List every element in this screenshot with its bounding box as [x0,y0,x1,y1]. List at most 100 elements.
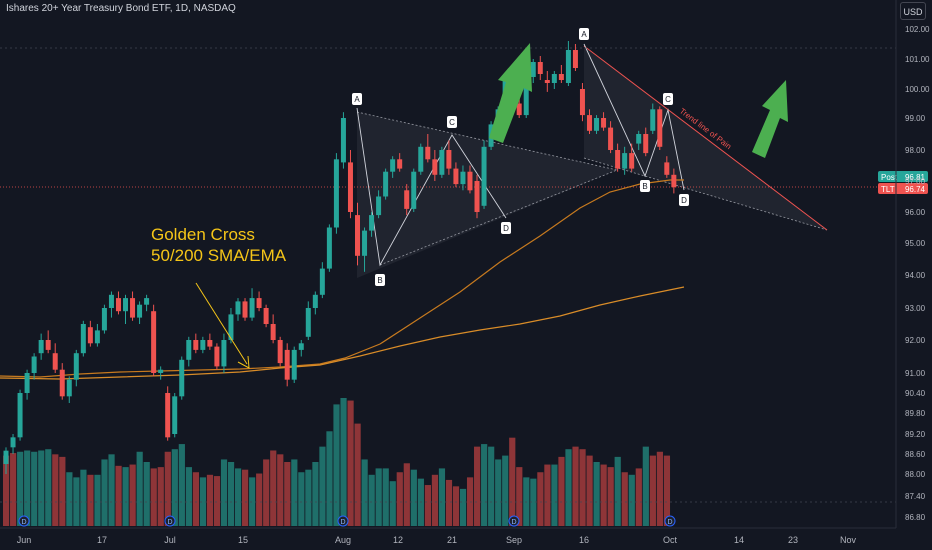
candle-body [411,171,417,209]
volume-bar [227,462,235,526]
trend-line-of-pain [583,45,828,231]
candle-body [214,346,220,367]
dividend-marker [18,515,30,527]
wave-label-box [501,222,511,234]
candle-body [530,62,536,77]
volume-bar [213,476,221,526]
volume-bar [663,455,671,526]
candle-body [537,62,543,74]
candle-body [418,146,424,172]
candle-body [101,308,107,331]
wave-label: A [581,30,587,39]
dividend-marker-letter: D [667,519,672,526]
candle-body [38,340,44,354]
golden-cross-line2: 50/200 SMA/EMA [151,246,287,265]
candle-body [144,298,150,305]
wave-label-box [640,180,650,192]
dividend-marker [508,515,520,527]
wave-label: C [665,95,671,104]
volume-bar [481,444,488,526]
candle-body [94,330,100,344]
candle-body [629,153,635,169]
candle-body [115,298,121,312]
candle-body [558,74,564,80]
triangle-1-lower-edge [379,169,618,266]
wave-label-box [679,194,689,206]
candle-body [305,308,311,337]
volume-bar [488,446,495,526]
dividend-marker-letter: D [340,519,345,526]
time-tick-label: 15 [238,535,248,545]
candle-body [544,80,550,83]
candle-body [333,159,339,228]
volume-bar [178,444,185,526]
candle-body [326,227,332,269]
volume-bar [108,454,115,526]
candle-body [608,127,614,150]
candle-body [551,74,557,83]
volume-bar [572,446,579,526]
symbol-label: TLT [881,185,895,194]
candle-body [572,50,578,68]
candle-body [31,356,37,373]
candle-body [355,215,360,256]
volume-bar [389,481,396,526]
wave-label-box [663,93,673,105]
volume-bar [256,473,263,526]
volume-bar [185,467,192,526]
volume-bar [87,474,94,526]
volume-bar [263,459,270,526]
volume-bar [396,472,403,526]
candle-body [24,373,30,393]
wave-label: C [449,118,455,127]
volume-bar [24,450,31,526]
post-label: Post [881,173,898,182]
volume-bar [171,449,178,526]
volume-bar [382,468,389,526]
volume-bar [305,469,312,526]
volume-bar [157,467,164,526]
volume-bar [656,451,663,526]
volume-bar [445,479,453,526]
volume-bar [410,469,417,526]
time-tick-label: Jul [164,535,176,545]
volume-bar [136,451,143,526]
candle-body [397,159,403,169]
dividend-marker [164,515,176,527]
volume-bar [368,474,375,526]
volume-bar [621,472,628,526]
wave-label: D [503,224,509,233]
volume-bar [234,468,242,526]
candle-body [453,168,459,185]
candle-body [383,171,389,197]
time-tick-label: 16 [579,535,589,545]
volume-bar [291,459,298,526]
candle-body [446,150,452,169]
price-tick-label: 88.00 [905,470,926,479]
price-tick-label: 99.00 [905,114,926,123]
volume-bar [424,485,431,526]
volume-bar [642,446,649,526]
post-value: 96.81 [905,173,926,182]
volume-bar [438,468,446,526]
dividend-marker [337,515,349,527]
time-tick-label: Aug [335,535,351,545]
candle-body [664,162,670,175]
volume-bar [509,437,516,526]
candle-body [376,196,382,216]
currency-button[interactable]: USD [900,2,926,20]
candle-body [256,298,262,308]
volume-bar [220,459,228,526]
candle-body [59,369,65,397]
volume-bar [607,467,614,526]
time-tick-label: Jun [17,535,32,545]
candle-body [45,340,51,350]
time-tick-label: 21 [447,535,457,545]
volume-bar [586,455,593,526]
candle-body [298,343,304,350]
volume-bar [94,474,101,526]
volume-bar [502,455,509,526]
candle-body [87,327,93,344]
